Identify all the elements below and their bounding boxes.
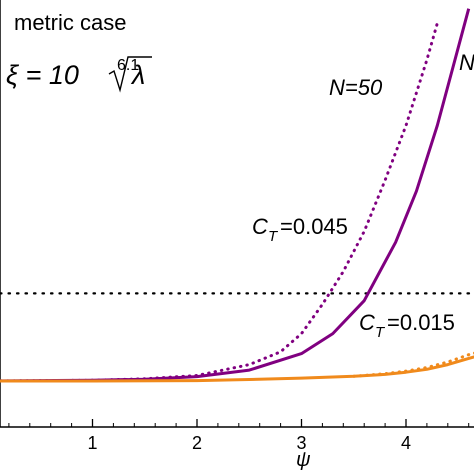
n-label-cut: N <box>459 50 474 75</box>
series-line-orange-dotted <box>352 351 474 378</box>
ct-orange-sub: T <box>375 324 386 341</box>
ct-orange-c: C <box>359 310 375 335</box>
x-tick-label: 1 <box>87 433 97 453</box>
xi-formula: ξ = 10 6.1 λ <box>6 56 152 93</box>
plot-frame <box>0 0 474 428</box>
n50-label: N=50 <box>329 75 383 100</box>
ct-purple-value: =0.045 <box>280 214 348 239</box>
ct-purple-c: C <box>252 214 268 239</box>
ct-orange-label: C T =0.015 <box>359 310 455 341</box>
x-axis-label: ψ <box>296 449 311 471</box>
series-line-orange-solid <box>0 355 474 383</box>
xi-lhs: ξ = 10 <box>6 60 79 90</box>
series-group <box>0 8 474 383</box>
x-tick-label: 4 <box>401 433 411 453</box>
ct-purple-label: C T =0.045 <box>252 214 348 245</box>
case-label: metric case <box>14 10 126 35</box>
sqrt-sign <box>108 56 152 93</box>
x-tick-label: 2 <box>192 433 202 453</box>
xi-root-arg: λ <box>130 60 145 90</box>
x-tick-group: 1 2 3 4 <box>8 419 470 453</box>
xi-exponent: 6.1 <box>117 57 139 74</box>
x-tick-label: 3 <box>296 433 306 453</box>
ct-orange-value: =0.015 <box>387 310 455 335</box>
ct-purple-sub: T <box>268 228 279 245</box>
